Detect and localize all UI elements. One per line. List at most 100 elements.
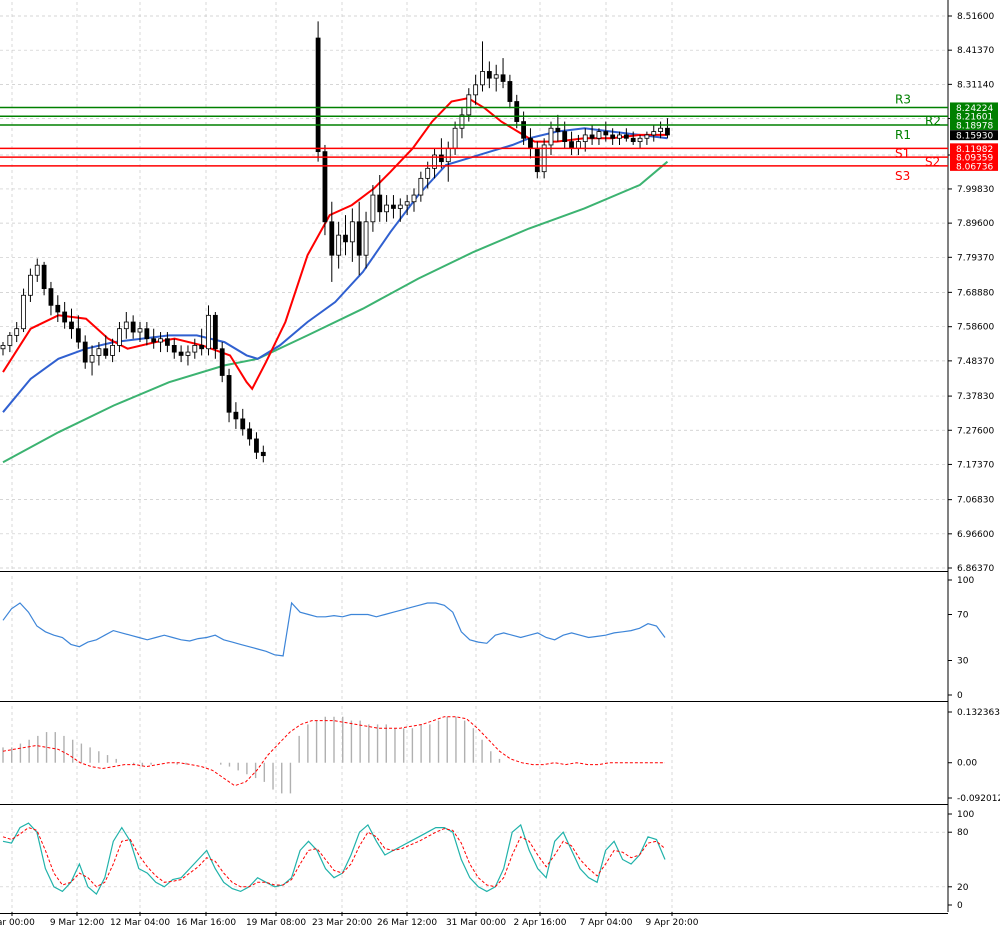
ind2-tick-label: 0.132363 [957, 708, 1000, 718]
level-tag-r2: R2 [925, 114, 941, 128]
candle-body [349, 221, 355, 243]
candle-body [82, 341, 88, 363]
candle-body [445, 147, 451, 163]
level-price-box-s1 [950, 143, 998, 154]
candle-body [151, 338, 157, 343]
candle-body [589, 134, 595, 139]
candle-body [336, 234, 342, 256]
current-price-label: 8.15930 [956, 132, 993, 142]
candle-body [582, 134, 588, 143]
indicator2-histogram [2, 716, 501, 794]
ma-slow-line [2, 160, 669, 464]
candle-body [55, 304, 61, 313]
candle-body [480, 71, 485, 86]
candle-body [226, 375, 232, 413]
candle-body [233, 411, 239, 420]
candle-body [411, 194, 417, 203]
x-tick-label: 2 Apr 16:00 [514, 918, 567, 928]
y-tick-label: 6.96600 [957, 530, 994, 540]
indicator1-line [2, 601, 666, 657]
level-price-box-r3 [950, 102, 998, 113]
x-tick-label: 9 Mar 12:00 [50, 918, 105, 928]
y-tick-label: 7.27600 [957, 426, 994, 436]
candle-body [123, 321, 129, 330]
y-tick-label: 8.31140 [957, 80, 994, 90]
candle-body [637, 137, 643, 143]
candle-body [34, 264, 40, 276]
candle-body [130, 321, 136, 333]
candle-body [41, 264, 47, 290]
candle-body [596, 131, 602, 139]
level-price-label-r1: 8.18978 [956, 121, 993, 131]
x-tick-label: 19 Mar 08:00 [246, 918, 306, 928]
candle-body [370, 194, 376, 223]
candle-body [158, 338, 163, 343]
x-tick-label: 26 Mar 12:00 [377, 918, 437, 928]
indicator3-main-line [2, 822, 666, 896]
candle-body [117, 328, 122, 346]
candle-body [665, 127, 670, 136]
candle-body [623, 134, 629, 139]
candle-body [377, 194, 383, 213]
level-price-label-r3: 8.24224 [956, 104, 993, 114]
candle-body [610, 134, 616, 139]
candle-body [603, 131, 609, 136]
level-price-box-r2 [950, 111, 998, 122]
candle-body [658, 127, 663, 132]
candle-body [62, 311, 68, 323]
ma-mid-line [2, 127, 668, 413]
x-tick-label: 7 Apr 04:00 [580, 918, 633, 928]
candle-body [21, 294, 26, 330]
x-tick-label: 31 Mar 00:00 [446, 918, 506, 928]
candle-body [69, 321, 74, 330]
candle-body [363, 221, 369, 256]
candle-body [199, 345, 205, 350]
candle-body [404, 201, 410, 206]
candle-body [343, 234, 348, 243]
candle-body [459, 114, 465, 129]
candle-body [500, 74, 506, 82]
candle-body [144, 328, 150, 340]
ind1-tick-label: 70 [957, 611, 969, 621]
ind1-tick-label: 100 [957, 576, 974, 586]
current-price-box [950, 130, 998, 141]
candle-body [384, 204, 390, 213]
ind3-tick-label: 0 [957, 901, 963, 911]
ind2-tick-label: -0.092012 [957, 794, 1000, 804]
level-price-box-s3 [950, 160, 998, 171]
candle-body [507, 81, 513, 102]
candle-body [391, 204, 396, 209]
main-grid [0, 15, 952, 569]
y-tick-label: 7.17370 [957, 460, 994, 470]
candle-body [356, 221, 362, 256]
y-tick-label: 7.37830 [957, 392, 994, 402]
candle-body [432, 154, 437, 169]
level-price-box-s2 [950, 152, 998, 163]
candle-body [514, 101, 520, 122]
candle-body [548, 127, 554, 146]
candle-body [48, 288, 54, 306]
level-price-label-s3: 8.06736 [956, 162, 993, 172]
candle-body [569, 141, 574, 149]
candle-body [576, 141, 581, 149]
level-tag-r3: R3 [895, 92, 911, 106]
y-tick-label: 7.99830 [957, 185, 994, 195]
y-tick-label: 7.06830 [957, 496, 994, 506]
candle-body [486, 71, 492, 79]
ind1-tick-label: 0 [957, 691, 963, 701]
level-tag-r1: R1 [895, 128, 911, 142]
candle-body [322, 151, 328, 223]
candle-body [425, 167, 431, 179]
candles [0, 21, 670, 463]
candle-body [212, 314, 218, 350]
x-tick-label: 9 Apr 20:00 [646, 918, 699, 928]
candle-body [185, 351, 191, 356]
y-tick-label: 6.86370 [957, 564, 994, 574]
x-tick-label: 12 Mar 04:00 [110, 918, 170, 928]
candle-body [315, 37, 321, 153]
candle-body [247, 428, 253, 440]
ind2-tick-label: 0.00 [957, 759, 977, 769]
ind3-tick-label: 100 [957, 810, 974, 820]
level-price-label-s1: 8.11982 [956, 145, 993, 155]
